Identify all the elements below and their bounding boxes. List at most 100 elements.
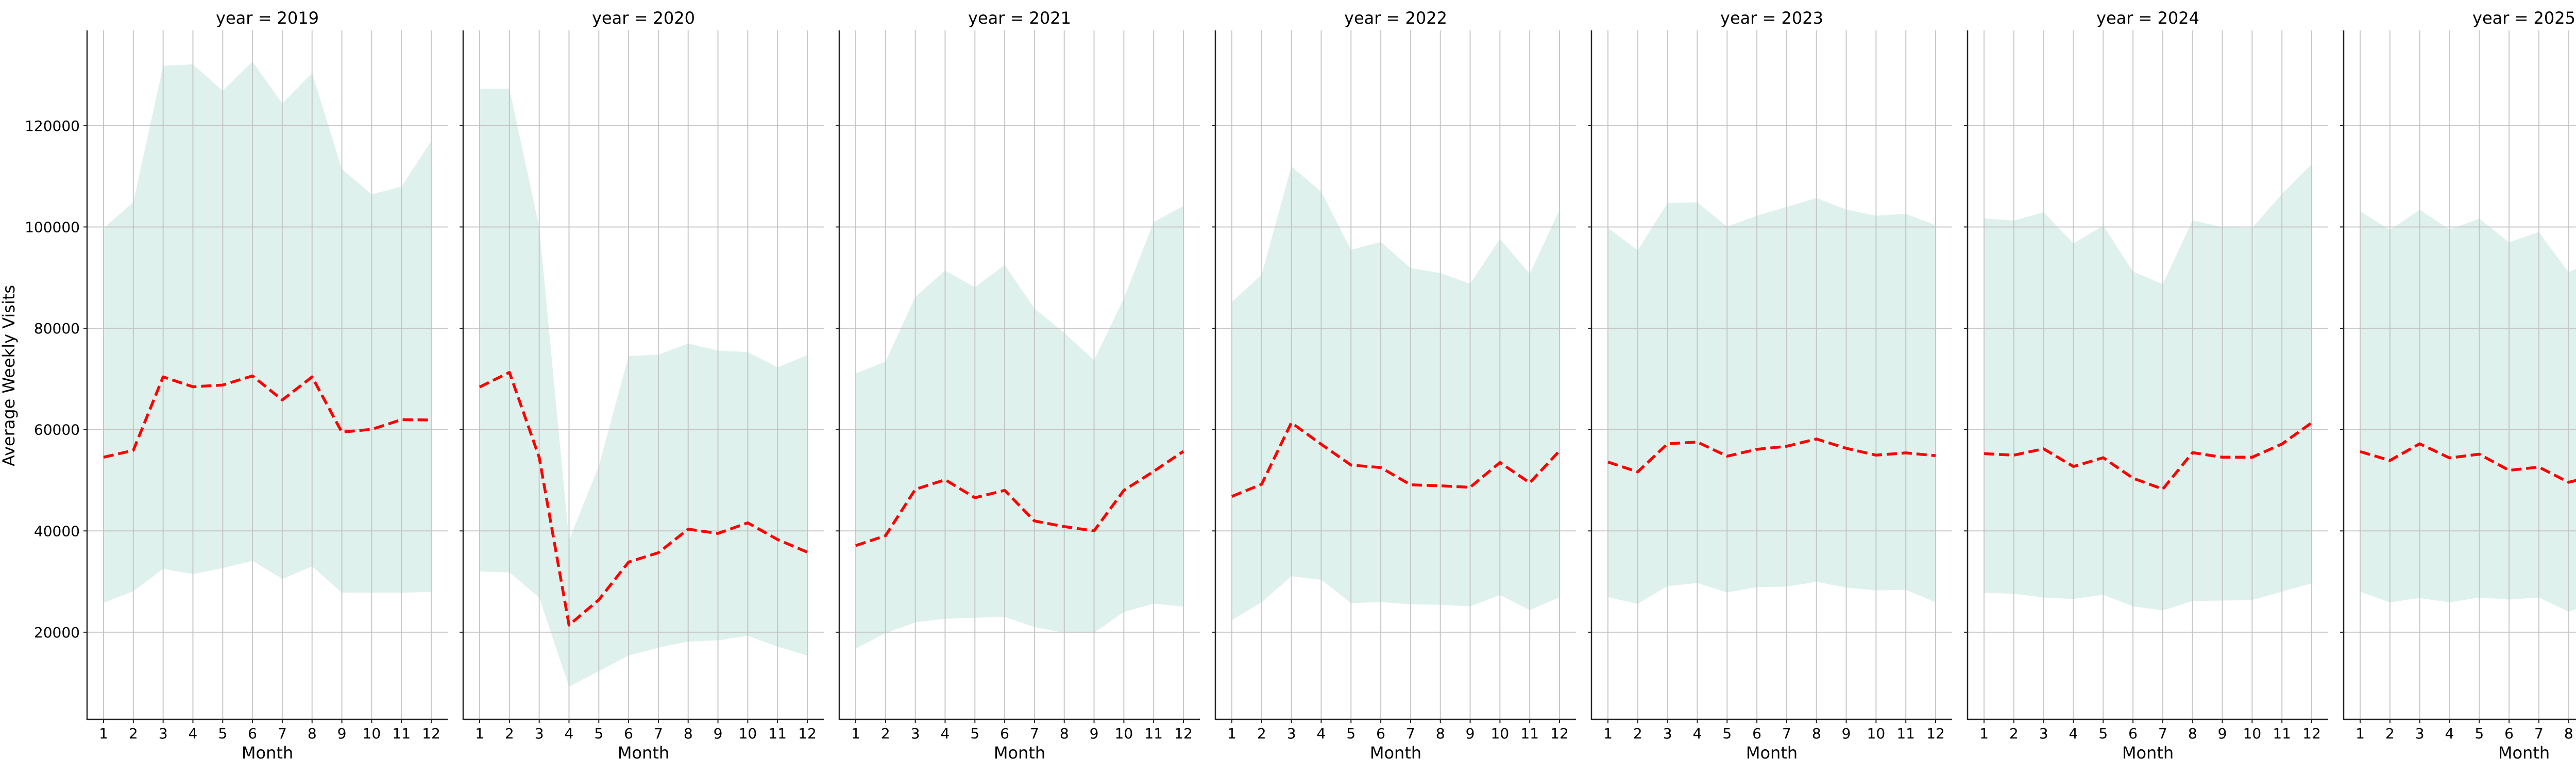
x-tick-label: 11: [2273, 725, 2291, 742]
x-tick-label: 3: [2039, 725, 2048, 742]
panel-title: year = 2024: [2096, 8, 2199, 28]
x-tick-label: 8: [308, 725, 317, 742]
x-tick-label: 5: [594, 725, 603, 742]
x-tick-label: 3: [2415, 725, 2425, 742]
x-tick-label: 12: [1550, 725, 1569, 742]
x-tick-label: 6: [1376, 725, 1385, 742]
x-tick-label: 1: [2355, 725, 2365, 742]
percentile-band: [1984, 164, 2312, 611]
x-axis-label: Month: [618, 743, 669, 763]
x-tick-label: 7: [1030, 725, 1039, 742]
grid-lines: [463, 30, 824, 719]
x-tick-label: 7: [654, 725, 663, 742]
median-line: [1984, 422, 2313, 491]
x-tick-label: 5: [218, 725, 227, 742]
x-tick-label: 3: [535, 725, 544, 742]
percentile-band: [104, 61, 431, 603]
x-tick-label: 11: [1896, 725, 1915, 742]
x-tick-label: 2: [129, 725, 138, 742]
x-tick-label: 4: [1693, 725, 1702, 742]
x-tick-label: 3: [159, 725, 168, 742]
x-tick-label: 8: [684, 725, 693, 742]
x-tick-label: 1: [1979, 725, 1989, 742]
x-tick-label: 3: [1287, 725, 1296, 742]
x-tick-label: 9: [1466, 725, 1475, 742]
x-axis-label: Month: [2498, 743, 2550, 763]
x-tick-label: 9: [2218, 725, 2227, 742]
y-tick-label: 80000: [34, 320, 80, 337]
x-tick-label: 2: [881, 725, 890, 742]
median-line: [103, 374, 432, 459]
x-tick-label: 10: [739, 725, 757, 742]
x-tick-label: 3: [911, 725, 920, 742]
x-tick-label: 10: [1115, 725, 1133, 742]
x-axis-label: Month: [242, 743, 293, 763]
x-axis-label: Month: [1746, 743, 1798, 763]
x-tick-label: 8: [1060, 725, 1069, 742]
grid-lines: [839, 30, 1200, 719]
x-tick-label: 6: [248, 725, 257, 742]
x-tick-label: 12: [1926, 725, 1945, 742]
x-tick-label: 10: [1867, 725, 1886, 742]
x-tick-label: 1: [851, 725, 860, 742]
percentile-band: [2360, 210, 2576, 612]
x-tick-label: 6: [1000, 725, 1009, 742]
percentile-band: [480, 89, 807, 687]
panel-title: year = 2022: [1344, 8, 1447, 28]
x-tick-label: 9: [1090, 725, 1099, 742]
percentile-band: [856, 206, 1183, 649]
x-tick-label: 2: [505, 725, 514, 742]
x-tick-label: 12: [422, 725, 440, 742]
x-tick-label: 7: [1406, 725, 1415, 742]
x-tick-label: 12: [2302, 725, 2321, 742]
x-tick-label: 6: [2504, 725, 2514, 742]
panel-title: year = 2019: [216, 8, 319, 28]
x-tick-label: 8: [2188, 725, 2197, 742]
x-tick-label: 6: [1752, 725, 1761, 742]
panel-title: year = 2021: [968, 8, 1071, 28]
grid-lines: [1591, 30, 1952, 719]
x-axis-label: Month: [2122, 743, 2174, 763]
x-tick-label: 10: [2243, 725, 2262, 742]
x-tick-label: 8: [1812, 725, 1821, 742]
x-tick-label: 4: [189, 725, 198, 742]
x-tick-label: 2: [1257, 725, 1266, 742]
x-tick-label: 9: [714, 725, 723, 742]
x-tick-label: 11: [392, 725, 411, 742]
x-tick-label: 4: [565, 725, 574, 742]
median-line: [479, 370, 808, 627]
x-tick-label: 7: [2534, 725, 2544, 742]
x-tick-label: 5: [1722, 725, 1732, 742]
y-axis-label: Average Weekly Visits: [0, 285, 19, 466]
x-tick-label: 2: [1633, 725, 1642, 742]
x-tick-label: 12: [798, 725, 817, 742]
x-tick-label: 1: [1603, 725, 1613, 742]
grid-lines: [2344, 30, 2576, 719]
x-tick-label: 7: [2158, 725, 2167, 742]
x-tick-label: 2: [2009, 725, 2019, 742]
x-tick-label: 9: [1842, 725, 1851, 742]
y-tick-label: 20000: [34, 624, 80, 641]
x-tick-label: 5: [2475, 725, 2484, 742]
x-tick-label: 6: [2128, 725, 2138, 742]
y-tick-label: 100000: [25, 218, 80, 235]
x-tick-label: 1: [1227, 725, 1236, 742]
x-tick-label: 2: [2385, 725, 2395, 742]
grid-lines: [1215, 30, 1576, 719]
y-tick-label: 60000: [34, 422, 80, 439]
x-tick-label: 3: [1663, 725, 1672, 742]
x-tick-label: 1: [99, 725, 108, 742]
x-tick-label: 8: [1436, 725, 1445, 742]
x-tick-label: 5: [970, 725, 979, 742]
median-line: [1607, 437, 1936, 474]
x-tick-label: 9: [337, 725, 347, 742]
panel-title: year = 2020: [592, 8, 695, 28]
x-axis-label: Month: [994, 743, 1045, 763]
